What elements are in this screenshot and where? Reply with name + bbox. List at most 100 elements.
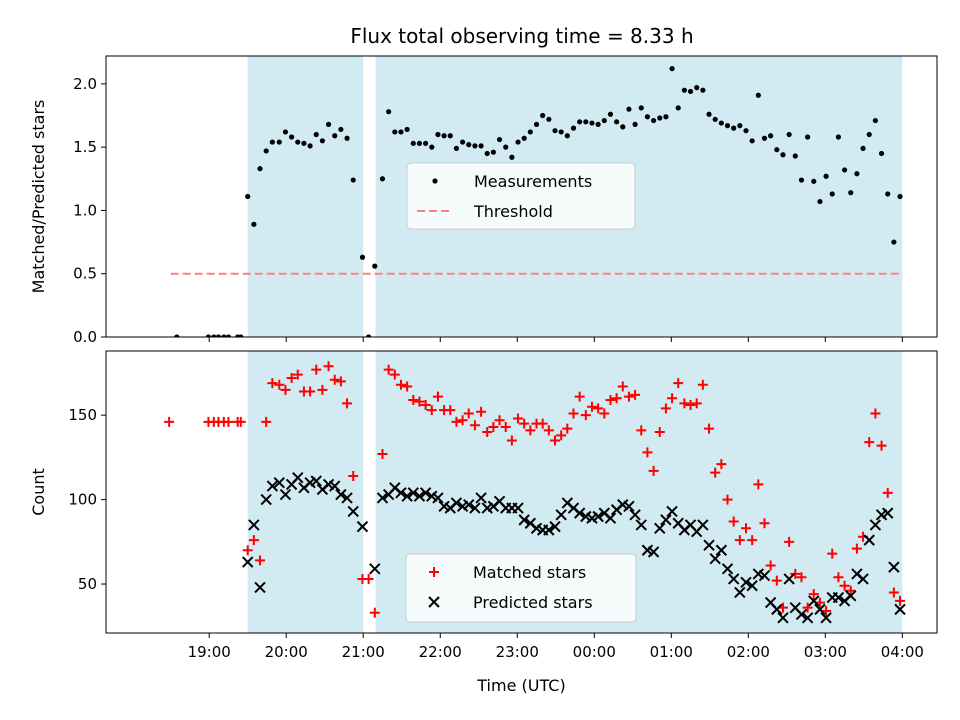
predicted-star-point [808,595,820,607]
predicted-star-point [654,522,666,535]
matched-star-point [389,369,400,380]
measurement-point [447,133,453,139]
measurement-point [718,120,724,126]
measurement-point [509,154,515,160]
matched-star-point [267,378,278,389]
matched-star-point [802,602,813,613]
measurement-point [841,167,848,173]
matched-star-point [660,403,671,414]
y-axis-label: Matched/Predicted stars [29,100,48,294]
measurement-point [301,140,307,146]
matched-star-point [280,384,291,395]
measurement-point [338,126,344,133]
matched-star-point [457,415,468,426]
measurement-point [533,121,540,127]
x-tick-label: 04:00 [881,643,924,661]
matched-star-point [402,381,413,392]
predicted-star-point [573,507,586,519]
matched-star-point [704,423,715,434]
matched-star-point [305,386,316,397]
y-tick-label: 50 [78,575,97,593]
measurement-point [595,121,601,127]
predicted-star-point [469,502,481,514]
x-tick-label: 21:00 [342,643,385,661]
y-tick-label: 100 [68,491,97,509]
matched-star-point [808,589,819,600]
measurement-point [792,153,798,159]
matched-star-point [550,435,561,446]
y-axis-label: Count [29,468,48,516]
measurement-point [768,133,774,139]
measurement-point [848,190,854,196]
matched-star-point [710,467,721,478]
measurement-point [570,125,577,131]
matched-star-point [383,364,394,375]
predicted-star-point [814,603,826,616]
predicted-star-point [727,573,740,585]
measurement-point [854,171,860,177]
x-tick-label: 20:00 [265,643,308,661]
axes-frame [105,55,938,338]
predicted-star-point [660,514,672,526]
measurement-point [780,152,786,158]
measurement-point [620,124,626,130]
y-tick-label: 150 [68,406,97,424]
predicted-star-point [463,498,475,511]
matched-star-point [494,415,505,426]
matched-star-point [771,575,782,586]
chart-title: Flux total observing time = 8.33 h [350,24,693,48]
measurement-point [644,114,651,120]
measurement-point [626,106,632,112]
matched-star-point [716,459,727,470]
top-panel: 0.0 0.5 1.0 1.5 2.0 Matched/Predicted stars Me… [29,55,938,346]
matched-star-point [482,427,493,438]
matched-star-point [734,535,745,546]
measurement-point [257,166,263,172]
measurement-point [359,254,366,260]
measurement-point [823,173,829,179]
matched-star-point [833,572,844,583]
measurement-point [805,134,811,140]
matched-star-point [348,470,359,481]
measurement-point [466,142,472,148]
predicted-star-point [419,487,432,499]
predicted-star-point [771,603,783,616]
measurement-point [743,128,749,134]
matched-star-point [673,378,684,389]
measurement-point [490,149,496,155]
measurement-point [453,145,460,152]
matched-star-point [685,400,696,411]
matched-star-point [543,425,554,436]
matched-star-point [845,585,856,596]
measurement-point [589,120,595,126]
measurement-point [761,135,768,141]
predicted-star-point [820,612,832,624]
measurement-point [681,87,687,93]
measurement-point [706,111,712,117]
matched-star-point [728,516,739,527]
measurement-point [552,128,558,134]
measurement-point [885,191,891,197]
matched-star-point [476,406,487,417]
matched-star-point [342,398,353,409]
measurement-point [416,140,423,146]
matched-star-point [864,437,875,448]
measurement-point [663,114,669,120]
measurement-point [313,131,319,138]
predicted-star-point [254,581,266,594]
matched-star-point [679,398,690,409]
matched-star-point [586,401,597,412]
matched-star-point [642,447,653,458]
matched-star-point [784,536,795,547]
y-tick-label: 1.5 [73,138,97,156]
measurement-point [650,117,657,124]
matched-star-point [445,405,456,416]
matched-star-point [895,595,906,606]
matched-star-point [839,580,850,591]
measurement-point [238,334,244,337]
predicted-star-point [801,612,814,624]
predicted-star-point [450,497,463,509]
measurement-point [350,177,356,183]
matched-star-point [568,408,579,419]
predicted-star-point [758,569,771,582]
